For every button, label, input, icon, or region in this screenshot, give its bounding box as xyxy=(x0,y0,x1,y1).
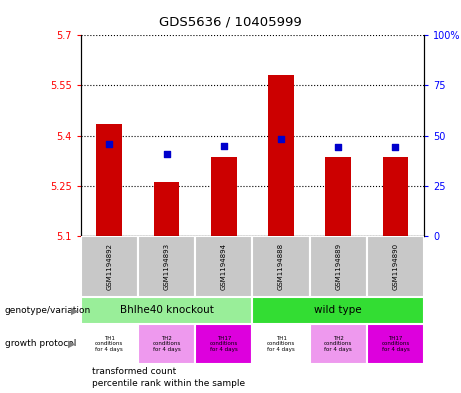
Text: ▶: ▶ xyxy=(71,305,79,316)
Text: genotype/variation: genotype/variation xyxy=(5,306,91,315)
Point xyxy=(163,151,170,157)
Bar xyxy=(81,297,253,324)
Text: percentile rank within the sample: percentile rank within the sample xyxy=(92,379,245,387)
Point xyxy=(220,142,227,149)
Text: TH2
conditions
for 4 days: TH2 conditions for 4 days xyxy=(324,336,352,352)
Bar xyxy=(253,236,310,297)
Text: TH1
conditions
for 4 days: TH1 conditions for 4 days xyxy=(267,336,295,352)
Point xyxy=(278,136,285,142)
Bar xyxy=(310,324,367,364)
Point xyxy=(335,144,342,151)
Bar xyxy=(195,324,253,364)
Bar xyxy=(195,236,253,297)
Text: TH17
conditions
for 4 days: TH17 conditions for 4 days xyxy=(210,336,238,352)
Bar xyxy=(253,324,310,364)
Bar xyxy=(154,182,179,236)
Text: GSM1194890: GSM1194890 xyxy=(392,243,398,290)
Text: GSM1194889: GSM1194889 xyxy=(335,243,341,290)
Bar xyxy=(367,236,424,297)
Text: GSM1194893: GSM1194893 xyxy=(164,243,170,290)
Bar xyxy=(138,236,195,297)
Bar xyxy=(325,157,351,236)
Text: GDS5636 / 10405999: GDS5636 / 10405999 xyxy=(159,16,302,29)
Bar xyxy=(253,297,424,324)
Text: ▶: ▶ xyxy=(68,339,75,349)
Bar xyxy=(383,157,408,236)
Text: TH2
conditions
for 4 days: TH2 conditions for 4 days xyxy=(153,336,181,352)
Text: GSM1194892: GSM1194892 xyxy=(106,243,112,290)
Bar xyxy=(81,324,138,364)
Bar xyxy=(268,75,294,236)
Text: TH17
conditions
for 4 days: TH17 conditions for 4 days xyxy=(381,336,410,352)
Text: Bhlhe40 knockout: Bhlhe40 knockout xyxy=(119,305,213,316)
Text: GSM1194894: GSM1194894 xyxy=(221,243,227,290)
Point xyxy=(392,144,399,151)
Bar xyxy=(211,157,236,236)
Bar xyxy=(367,324,424,364)
Text: growth protocol: growth protocol xyxy=(5,340,76,348)
Text: wild type: wild type xyxy=(314,305,362,316)
Text: GSM1194888: GSM1194888 xyxy=(278,243,284,290)
Bar xyxy=(138,324,195,364)
Text: TH1
conditions
for 4 days: TH1 conditions for 4 days xyxy=(95,336,124,352)
Bar xyxy=(310,236,367,297)
Bar xyxy=(96,124,122,236)
Text: transformed count: transformed count xyxy=(92,367,177,376)
Point xyxy=(106,141,113,147)
Bar xyxy=(81,236,138,297)
